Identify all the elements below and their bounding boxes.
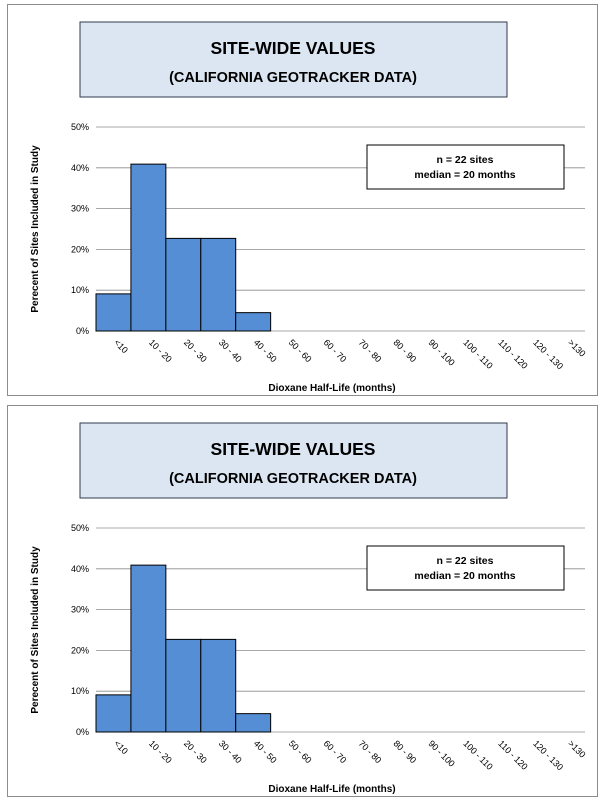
- x-tick-label: 30 - 40: [217, 738, 244, 765]
- y-tick-label: 0%: [76, 326, 89, 336]
- x-tick-label: 90 - 100: [426, 337, 456, 367]
- chart-title-box: [79, 21, 508, 98]
- x-tick-label: 60 - 70: [322, 337, 349, 364]
- y-tick-label: 10%: [71, 285, 89, 295]
- x-tick-label: 120 - 130: [531, 738, 565, 772]
- chart-panel: SITE-WIDE VALUES (CALIFORNIA GEOTRACKER D…: [7, 4, 598, 396]
- x-tick-label: 90 - 100: [426, 738, 456, 768]
- bar: [235, 713, 272, 733]
- annotation-line: n = 22 sites: [437, 154, 494, 166]
- x-tick-label: 100 - 110: [461, 337, 494, 370]
- x-tick-label: 50 - 60: [287, 738, 314, 765]
- y-tick-label: 30%: [71, 605, 89, 615]
- x-tick-label: 70 - 80: [357, 337, 384, 364]
- x-tick-label: 20 - 30: [182, 337, 209, 364]
- x-tick-label: 20 - 30: [182, 738, 209, 765]
- y-tick-label: 50%: [71, 523, 89, 533]
- x-tick-label: 100 - 110: [461, 738, 494, 771]
- y-tick-label: 20%: [71, 244, 89, 254]
- x-tick-label: >130: [566, 337, 587, 358]
- x-tick-label: 110 - 120: [496, 337, 529, 370]
- x-axis-label: Dioxane Half-Life (months): [268, 383, 395, 394]
- annotation-box: [366, 545, 565, 591]
- y-tick-label: 30%: [71, 204, 89, 214]
- annotation-line: median = 20 months: [414, 169, 515, 181]
- y-tick-label: 10%: [71, 686, 89, 696]
- chart-panel: SITE-WIDE VALUES (CALIFORNIA GEOTRACKER D…: [7, 405, 598, 797]
- x-tick-label: 80 - 90: [391, 337, 418, 364]
- y-tick-label: 50%: [71, 122, 89, 132]
- bar: [95, 293, 132, 332]
- bar: [165, 638, 202, 733]
- bar: [235, 312, 272, 332]
- y-tick-label: 20%: [71, 645, 89, 655]
- bar: [130, 163, 167, 332]
- bar: [95, 694, 132, 733]
- x-axis-label: Dioxane Half-Life (months): [268, 784, 395, 795]
- x-tick-label: 40 - 50: [252, 337, 279, 364]
- chart-title-box: [79, 422, 508, 499]
- y-axis-label: Perecent of Sites Included in Study: [30, 145, 41, 313]
- chart-subtitle: (CALIFORNIA GEOTRACKER DATA): [169, 471, 417, 487]
- y-tick-label: 40%: [71, 564, 89, 574]
- bar: [200, 638, 237, 733]
- x-tick-label: 80 - 90: [391, 738, 418, 765]
- chart-title: SITE-WIDE VALUES: [211, 38, 376, 58]
- annotation-line: n = 22 sites: [437, 555, 494, 567]
- y-tick-label: 40%: [71, 163, 89, 173]
- chart-svg: SITE-WIDE VALUES (CALIFORNIA GEOTRACKER D…: [30, 21, 588, 394]
- chart-title: SITE-WIDE VALUES: [211, 439, 376, 459]
- x-tick-label: <10: [112, 738, 130, 756]
- x-tick-label: <10: [112, 337, 130, 355]
- x-tick-label: 30 - 40: [217, 337, 244, 364]
- bar: [165, 237, 202, 332]
- y-axis-label: Perecent of Sites Included in Study: [30, 546, 41, 714]
- chart-subtitle: (CALIFORNIA GEOTRACKER DATA): [169, 70, 417, 86]
- y-tick-label: 0%: [76, 727, 89, 737]
- x-tick-label: 50 - 60: [287, 337, 314, 364]
- chart-svg: SITE-WIDE VALUES (CALIFORNIA GEOTRACKER D…: [30, 422, 588, 795]
- x-tick-label: 70 - 80: [357, 738, 384, 765]
- x-tick-label: 10 - 20: [147, 738, 174, 765]
- x-tick-label: 110 - 120: [496, 738, 529, 771]
- annotation-line: median = 20 months: [414, 570, 515, 582]
- x-tick-label: 120 - 130: [531, 337, 565, 371]
- x-tick-label: 40 - 50: [252, 738, 279, 765]
- x-tick-label: 10 - 20: [147, 337, 174, 364]
- x-tick-label: 60 - 70: [322, 738, 349, 765]
- annotation-box: [366, 144, 565, 190]
- bar: [130, 564, 167, 733]
- x-tick-label: >130: [566, 738, 587, 759]
- bar: [200, 237, 237, 332]
